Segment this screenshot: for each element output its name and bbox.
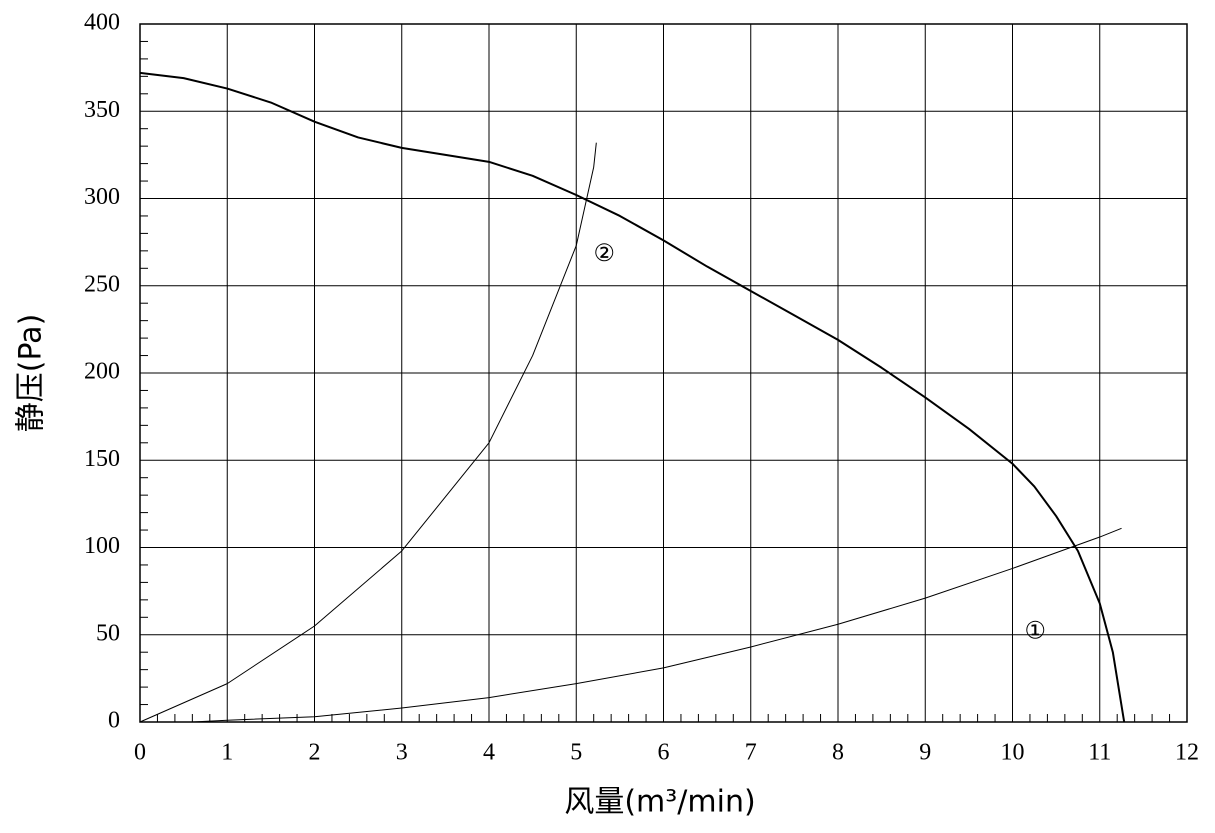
x-tick-label: 7 (745, 740, 757, 766)
x-tick-label: 10 (1001, 740, 1025, 766)
y-tick-label: 150 (84, 446, 120, 472)
x-tick-label: 2 (309, 740, 321, 766)
series-line (139, 71, 1126, 723)
x-tick-label: 8 (832, 740, 844, 766)
y-tick-label: 0 (108, 708, 120, 734)
series-label: ② (593, 241, 615, 267)
series-line (139, 142, 597, 723)
y-tick-label: 100 (84, 533, 120, 559)
y-tick-label: 50 (96, 620, 120, 646)
x-tick-label: 0 (134, 740, 146, 766)
x-tick-label: 9 (919, 740, 931, 766)
x-tick-label: 4 (483, 740, 495, 766)
y-tick-label: 400 (84, 10, 120, 36)
x-tick-label: 5 (570, 740, 582, 766)
series-line (192, 527, 1122, 723)
x-tick-label: 6 (658, 740, 670, 766)
y-tick-label: 350 (84, 97, 120, 123)
x-tick-label: 11 (1088, 740, 1111, 766)
y-tick-label: 300 (84, 184, 120, 210)
y-tick-label: 200 (84, 359, 120, 385)
x-tick-label: 12 (1175, 740, 1199, 766)
x-tick-label: 1 (221, 740, 233, 766)
x-axis-label: 风量(m³/min) (564, 785, 755, 820)
plot-frame (139, 23, 1188, 723)
x-tick-label: 3 (396, 740, 408, 766)
y-axis-label: 静压(Pa) (14, 314, 49, 433)
y-tick-label: 250 (84, 271, 120, 297)
series-label: ① (1024, 619, 1046, 645)
